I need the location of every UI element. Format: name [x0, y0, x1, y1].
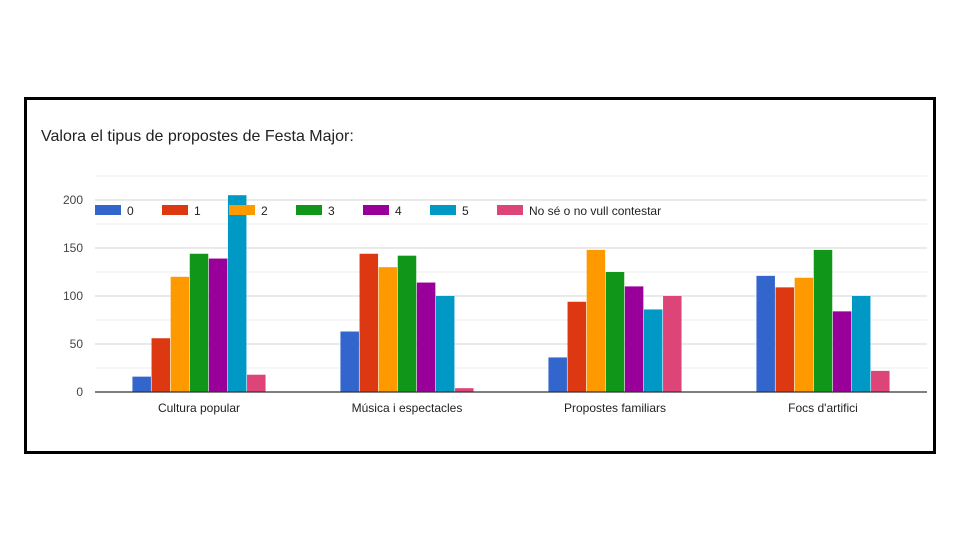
- bar: [208, 258, 228, 392]
- chart-title: Valora el tipus de propostes de Festa Ma…: [41, 128, 354, 145]
- legend-label: 2: [261, 204, 268, 218]
- legend-swatch: [162, 205, 188, 215]
- legend-label: No sé o no vull contestar: [529, 204, 661, 218]
- chart-frame: Valora el tipus de propostes de Festa Ma…: [24, 97, 936, 454]
- bar: [813, 249, 833, 392]
- bar: [775, 287, 795, 392]
- bar: [378, 267, 398, 392]
- bar: [397, 255, 417, 392]
- bar: [586, 249, 606, 392]
- legend-label: 1: [194, 204, 201, 218]
- bar: [832, 311, 852, 392]
- x-tick-label: Propostes familiars: [564, 401, 666, 415]
- bar: [794, 277, 814, 392]
- y-tick-label: 0: [76, 385, 83, 399]
- bar: [605, 272, 625, 392]
- bar: [189, 253, 209, 392]
- legend-swatch: [95, 205, 121, 215]
- bar: [871, 370, 890, 392]
- legend-label: 3: [328, 204, 335, 218]
- y-tick-label: 100: [63, 289, 83, 303]
- bar: [247, 374, 266, 392]
- bar: [416, 282, 436, 392]
- bar: [435, 296, 455, 392]
- bar: [567, 301, 587, 392]
- bar: [851, 296, 871, 392]
- legend-label: 4: [395, 204, 402, 218]
- legend-swatch: [497, 205, 523, 215]
- bar: [624, 286, 644, 392]
- bar: [663, 296, 682, 392]
- legend-swatch: [363, 205, 389, 215]
- y-tick-label: 200: [63, 193, 83, 207]
- bar: [359, 253, 379, 392]
- legend-label: 5: [462, 204, 469, 218]
- legend-swatch: [296, 205, 322, 215]
- legend-label: 0: [127, 204, 134, 218]
- bar: [340, 331, 359, 392]
- bar: [756, 275, 775, 392]
- x-tick-label: Focs d'artifici: [788, 401, 858, 415]
- bar: [548, 357, 567, 392]
- x-tick-label: Cultura popular: [158, 401, 240, 415]
- bar: [132, 376, 151, 392]
- bar: [227, 195, 247, 392]
- legend-swatch: [430, 205, 456, 215]
- legend-swatch: [229, 205, 255, 215]
- y-tick-label: 50: [70, 337, 84, 351]
- bar: [643, 309, 663, 392]
- bar: [170, 276, 190, 392]
- bar: [151, 338, 171, 392]
- y-tick-label: 150: [63, 241, 83, 255]
- x-tick-label: Música i espectacles: [352, 401, 463, 415]
- bar: [455, 388, 474, 392]
